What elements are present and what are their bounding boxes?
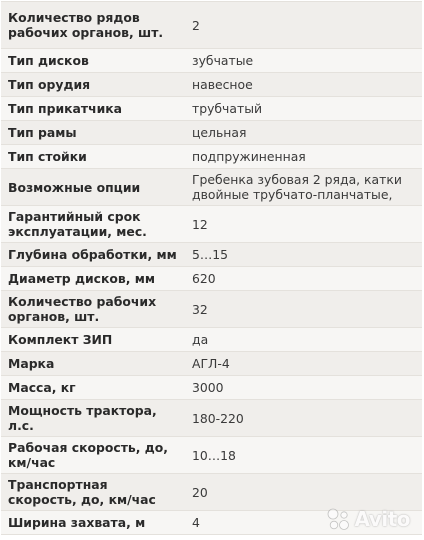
spec-row: Глубина обработки, мм 5…15 — [1, 243, 422, 267]
spec-value: 620 — [192, 271, 216, 286]
spec-value: подпружиненная — [192, 149, 306, 164]
spec-row: Ширина захвата, м 4 — [1, 511, 422, 535]
spec-label: Возможные опции — [8, 179, 141, 195]
spec-value: зубчатые — [192, 53, 254, 68]
avito-logo-icon — [327, 508, 349, 530]
spec-row: Марка АГЛ-4 — [1, 352, 422, 376]
spec-row: Количество рабочих органов, шт. 32 — [1, 291, 422, 328]
spec-label: Комплект ЗИП — [8, 332, 113, 347]
spec-label: Гарантийный срок эксплуатации, мес. — [8, 209, 147, 239]
spec-label: Мощность трактора, л.с. — [8, 403, 157, 433]
spec-value: навесное — [192, 77, 253, 92]
spec-value: 20 — [192, 484, 208, 500]
spec-value: 12 — [192, 216, 208, 232]
spec-row: Тип дисков зубчатые — [1, 49, 422, 73]
spec-row: Диаметр дисков, мм 620 — [1, 267, 422, 291]
spec-label: Количество рабочих органов, шт. — [8, 294, 157, 324]
spec-label: Масса, кг — [8, 380, 76, 395]
spec-label: Ширина захвата, м — [8, 515, 146, 530]
spec-row: Тип орудия навесное — [1, 73, 422, 97]
avito-watermark: Avito — [325, 506, 411, 532]
spec-value: 2 — [192, 17, 200, 33]
spec-row: Рабочая скорость, до, км/час 10…18 — [1, 437, 422, 474]
spec-label: Тип стойки — [8, 149, 87, 164]
spec-label: Тип дисков — [8, 53, 89, 68]
spec-value: цельная — [192, 125, 247, 140]
spec-row: Комплект ЗИП да — [1, 328, 422, 352]
spec-label: Тип орудия — [8, 77, 91, 92]
spec-value: трубчатый — [192, 101, 263, 116]
spec-row: Гарантийный срок эксплуатации, мес. 12 — [1, 206, 422, 243]
spec-label: Количество рядов рабочих органов, шт. — [8, 10, 164, 40]
spec-value: 5…15 — [192, 247, 229, 262]
spec-label: Марка — [8, 356, 55, 371]
spec-label: Тип прикатчика — [8, 101, 123, 116]
spec-label: Глубина обработки, мм — [8, 247, 177, 262]
spec-value: 10…18 — [192, 447, 236, 463]
spec-value: 180-220 — [192, 410, 244, 426]
spec-value: да — [192, 332, 209, 347]
spec-value: АГЛ-4 — [192, 356, 230, 371]
spec-row: Возможные опции Гребенка зубовая 2 ряда, … — [1, 169, 422, 206]
spec-value: Гребенка зубовая 2 ряда, катки двойные т… — [192, 172, 402, 202]
spec-label: Рабочая скорость, до, км/час — [8, 440, 169, 470]
spec-row: Мощность трактора, л.с. 180-220 — [1, 400, 422, 437]
spec-label: Тип рамы — [8, 125, 77, 140]
spec-row: Тип рамы цельная — [1, 121, 422, 145]
spec-row: Тип стойки подпружиненная — [1, 145, 422, 169]
watermark-text: Avito — [354, 507, 411, 531]
spec-row: Масса, кг 3000 — [1, 376, 422, 400]
spec-label: Транспортная скорость, до, км/час — [8, 477, 156, 507]
spec-row: Транспортная скорость, до, км/час 20 — [1, 474, 422, 511]
spec-value: 4 — [192, 515, 200, 530]
spec-value: 3000 — [192, 380, 224, 395]
spec-row: Тип прикатчика трубчатый — [1, 97, 422, 121]
spec-value: 32 — [192, 301, 208, 317]
spec-row: Количество рядов рабочих органов, шт. 2 — [1, 2, 422, 49]
spec-label: Диаметр дисков, мм — [8, 271, 156, 286]
